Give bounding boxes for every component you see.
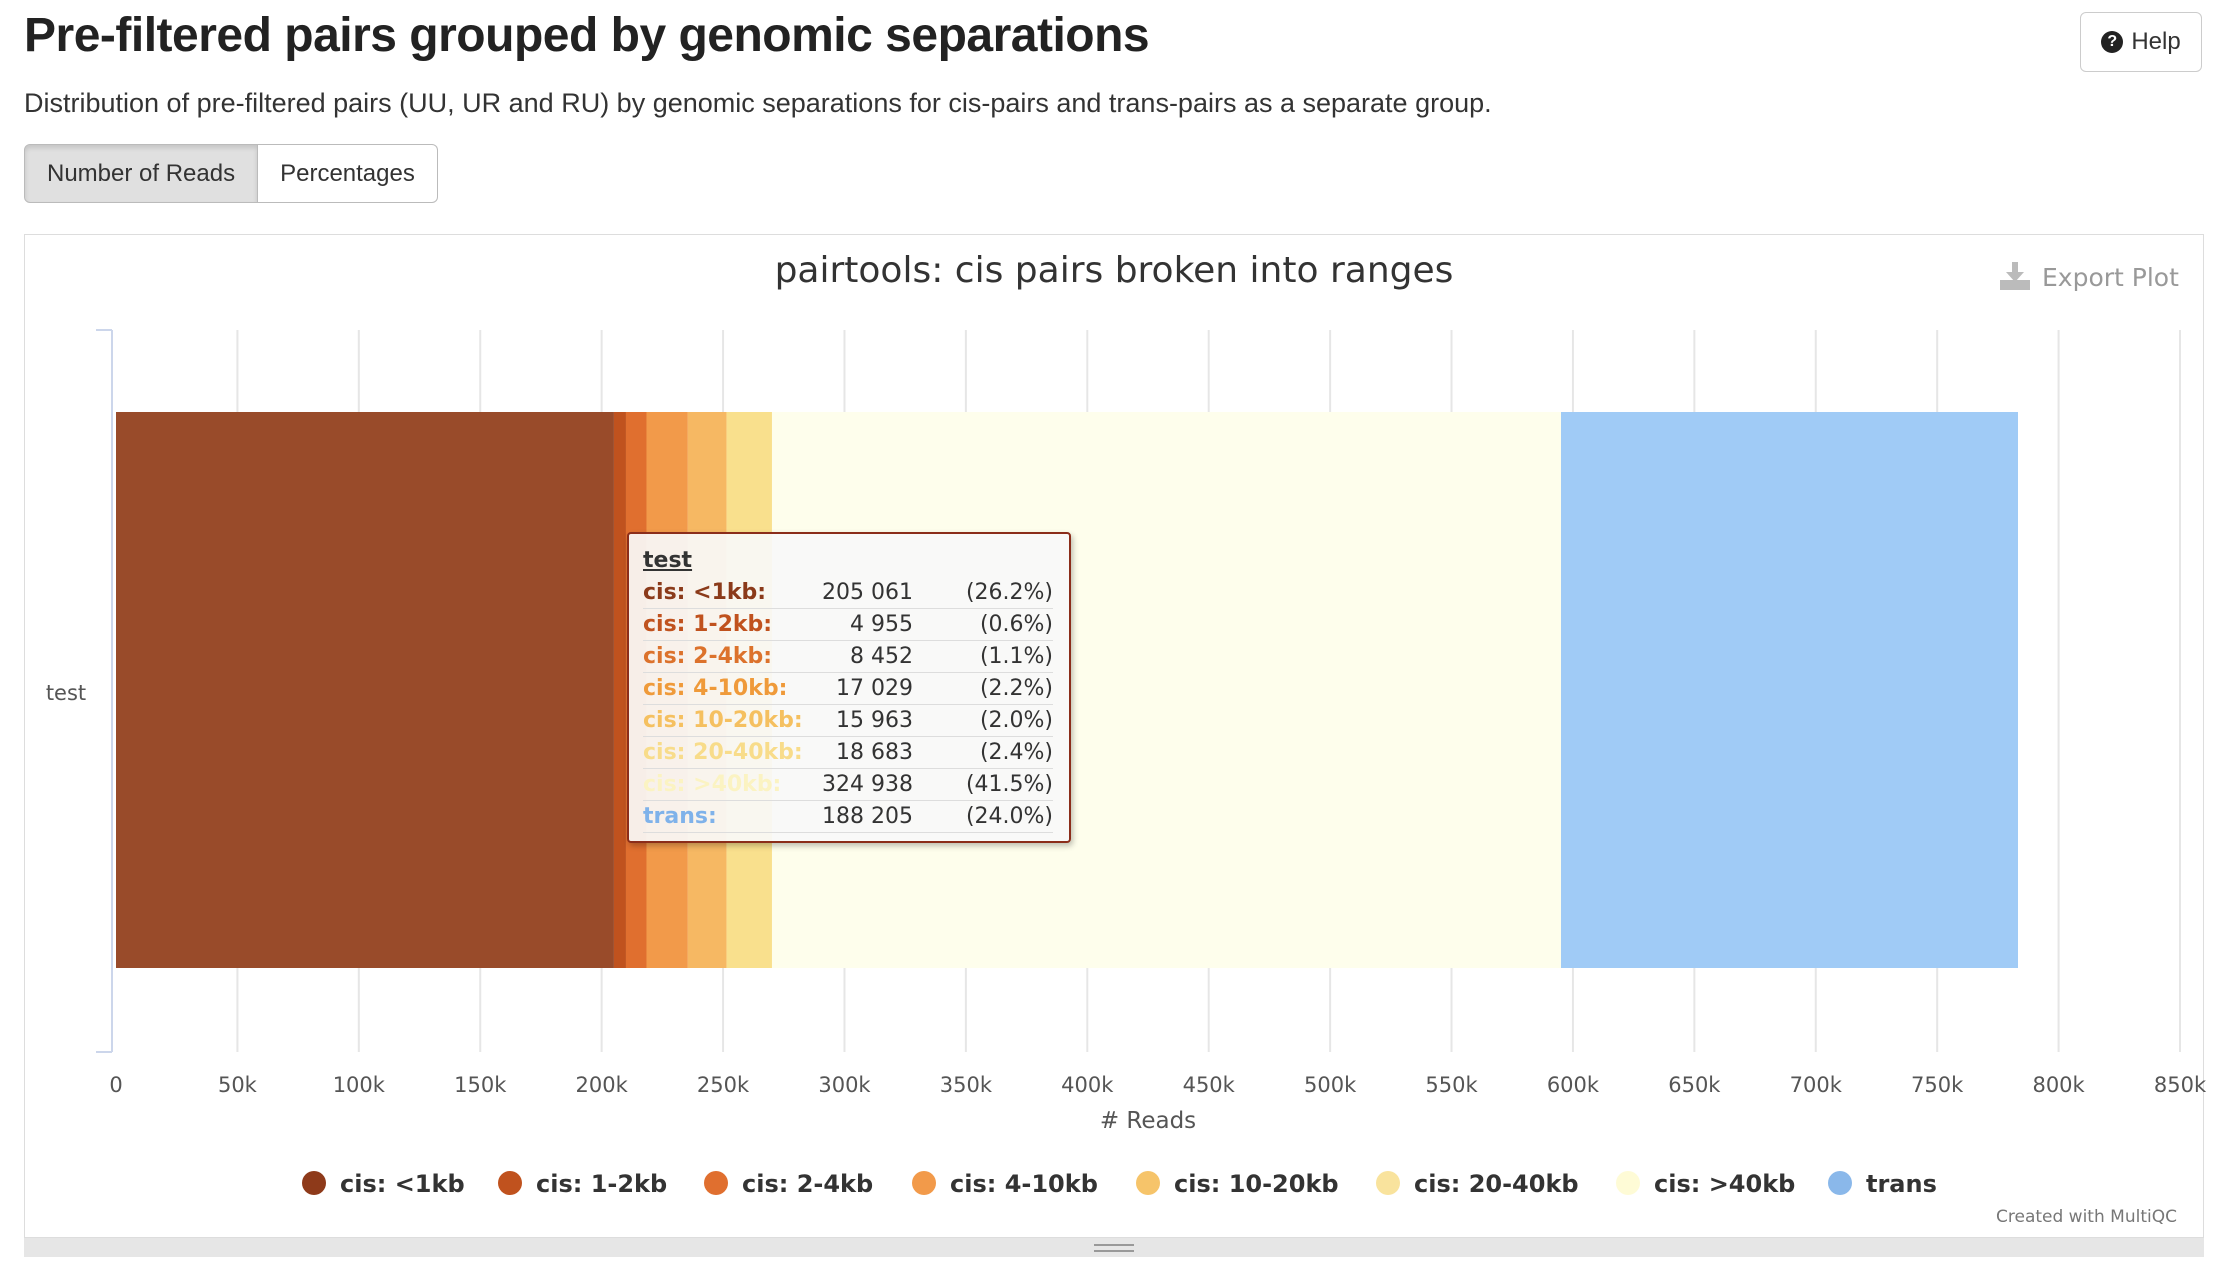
tooltip-series-label: cis: 2-4kb: [643, 644, 773, 669]
export-plot-button[interactable]: Export Plot [1998, 262, 2179, 292]
tooltip-value: 188 205 [822, 804, 913, 829]
legend-marker[interactable] [498, 1171, 522, 1195]
tooltip-series-label: cis: 20-40kb: [643, 740, 803, 765]
legend-item-label[interactable]: cis: 4-10kb [950, 1170, 1098, 1198]
tooltip-row: trans: 188 205 (24.0%) [643, 801, 1053, 833]
legend-item-label[interactable]: cis: 20-40kb [1414, 1170, 1579, 1198]
tooltip-series-label: cis: 10-20kb: [643, 708, 803, 733]
tooltip-percent: (2.2%) [979, 676, 1053, 701]
legend-marker[interactable] [912, 1171, 936, 1195]
x-tick-label: 550k [1425, 1073, 1478, 1097]
tooltip-value: 324 938 [822, 772, 913, 797]
legend-marker[interactable] [1616, 1171, 1640, 1195]
legend-marker[interactable] [1136, 1171, 1160, 1195]
chart-title: pairtools: cis pairs broken into ranges [775, 250, 1454, 291]
tooltip-series-label: trans: [643, 804, 717, 829]
x-tick-label: 800k [2032, 1073, 2085, 1097]
tooltip-value: 15 963 [836, 708, 913, 733]
page-title: Pre-filtered pairs grouped by genomic se… [24, 9, 1150, 62]
tooltip-percent: (1.1%) [979, 644, 1053, 669]
legend: cis: <1kb cis: 1-2kb cis: 2-4kb cis: 4-10kb… [302, 1170, 1937, 1198]
tooltip-percent: (0.6%) [979, 612, 1053, 637]
x-tick-label: 700k [1790, 1073, 1843, 1097]
data-view-toggle: Number of Reads Percentages [24, 144, 438, 203]
x-tick-label: 450k [1183, 1073, 1236, 1097]
question-circle-icon: ? [2101, 31, 2124, 53]
x-axis-label: # Reads [1100, 1108, 1196, 1134]
x-tick-label: 50k [218, 1073, 258, 1097]
x-tick-label: 300k [818, 1073, 871, 1097]
bar-segment[interactable] [116, 412, 614, 968]
tooltip-percent: (26.2%) [965, 580, 1053, 605]
tooltip-row: cis: 10-20kb: 15 963 (2.0%) [643, 705, 1053, 737]
x-tick-label: 500k [1304, 1073, 1357, 1097]
grip-icon [1094, 1243, 1134, 1252]
x-tick-label: 0 [109, 1073, 122, 1097]
help-label: Help [2131, 28, 2181, 55]
tooltip-sample-name: test [643, 548, 693, 573]
tooltip-row: cis: 1-2kb: 4 955 (0.6%) [643, 609, 1053, 641]
tooltip-row: cis: 20-40kb: 18 683 (2.4%) [643, 737, 1053, 769]
y-category-label: test [46, 681, 86, 705]
tooltip-value: 205 061 [822, 580, 913, 605]
x-axis-ticks: 0 50k 100k 150k 200k 250k 300k 350k 400k 450k 500k… [109, 1073, 2207, 1097]
tooltip-value: 18 683 [836, 740, 913, 765]
tooltip-value: 4 955 [850, 612, 913, 637]
x-tick-label: 200k [576, 1073, 629, 1097]
tooltip-series-label: cis: <1kb: [643, 580, 767, 605]
x-tick-label: 650k [1668, 1073, 1721, 1097]
x-tick-label: 600k [1547, 1073, 1600, 1097]
legend-item-label[interactable]: cis: <1kb [340, 1170, 465, 1198]
tooltip-series-label: cis: 1-2kb: [643, 612, 773, 637]
x-tick-label: 150k [454, 1073, 507, 1097]
legend-item-label[interactable]: cis: 10-20kb [1174, 1170, 1339, 1198]
legend-item-label[interactable]: cis: >40kb [1654, 1170, 1795, 1198]
x-tick-label: 400k [1061, 1073, 1114, 1097]
section-description: Distribution of pre-filtered pairs (UU, … [24, 88, 1492, 118]
tooltip-series-label: cis: >40kb: [643, 772, 782, 797]
tooltip-series-label: cis: 4-10kb: [643, 676, 788, 701]
hover-tooltip: test cis: <1kb: 205 061 (26.2%) cis: 1-2kb:… [627, 532, 1071, 843]
multiqc-credit: Created with MultiQC [1996, 1207, 2177, 1227]
bar-segment[interactable] [613, 412, 626, 968]
x-tick-label: 350k [940, 1073, 993, 1097]
number-of-reads-button[interactable]: Number of Reads [24, 144, 259, 203]
legend-item-label[interactable]: cis: 1-2kb [536, 1170, 667, 1198]
tooltip-row: cis: >40kb: 324 938 (41.5%) [643, 769, 1053, 801]
tooltip-value: 17 029 [836, 676, 913, 701]
legend-item-label[interactable]: cis: 2-4kb [742, 1170, 873, 1198]
tooltip-percent: (41.5%) [965, 772, 1053, 797]
tooltip-percent: (24.0%) [965, 804, 1053, 829]
plot-resize-handle[interactable] [24, 1237, 2204, 1257]
bar-segment[interactable] [1560, 412, 2019, 968]
legend-marker[interactable] [1376, 1171, 1400, 1195]
tooltip-percent: (2.4%) [979, 740, 1053, 765]
export-plot-label: Export Plot [2042, 262, 2179, 292]
x-tick-label: 750k [1911, 1073, 1964, 1097]
x-tick-label: 250k [697, 1073, 750, 1097]
legend-marker[interactable] [1828, 1171, 1852, 1195]
percentages-button[interactable]: Percentages [258, 144, 438, 203]
download-icon [2000, 262, 2030, 290]
tooltip-percent: (2.0%) [979, 708, 1053, 733]
legend-item-label[interactable]: trans [1866, 1170, 1937, 1198]
x-tick-label: 850k [2154, 1073, 2207, 1097]
tooltip-row: cis: 2-4kb: 8 452 (1.1%) [643, 641, 1053, 673]
legend-marker[interactable] [704, 1171, 728, 1195]
tooltip-row: cis: 4-10kb: 17 029 (2.2%) [643, 673, 1053, 705]
help-button[interactable]: ? Help [2080, 12, 2202, 72]
legend-marker[interactable] [302, 1171, 326, 1195]
tooltip-value: 8 452 [850, 644, 913, 669]
tooltip-row: cis: <1kb: 205 061 (26.2%) [643, 577, 1053, 609]
x-tick-label: 100k [333, 1073, 386, 1097]
